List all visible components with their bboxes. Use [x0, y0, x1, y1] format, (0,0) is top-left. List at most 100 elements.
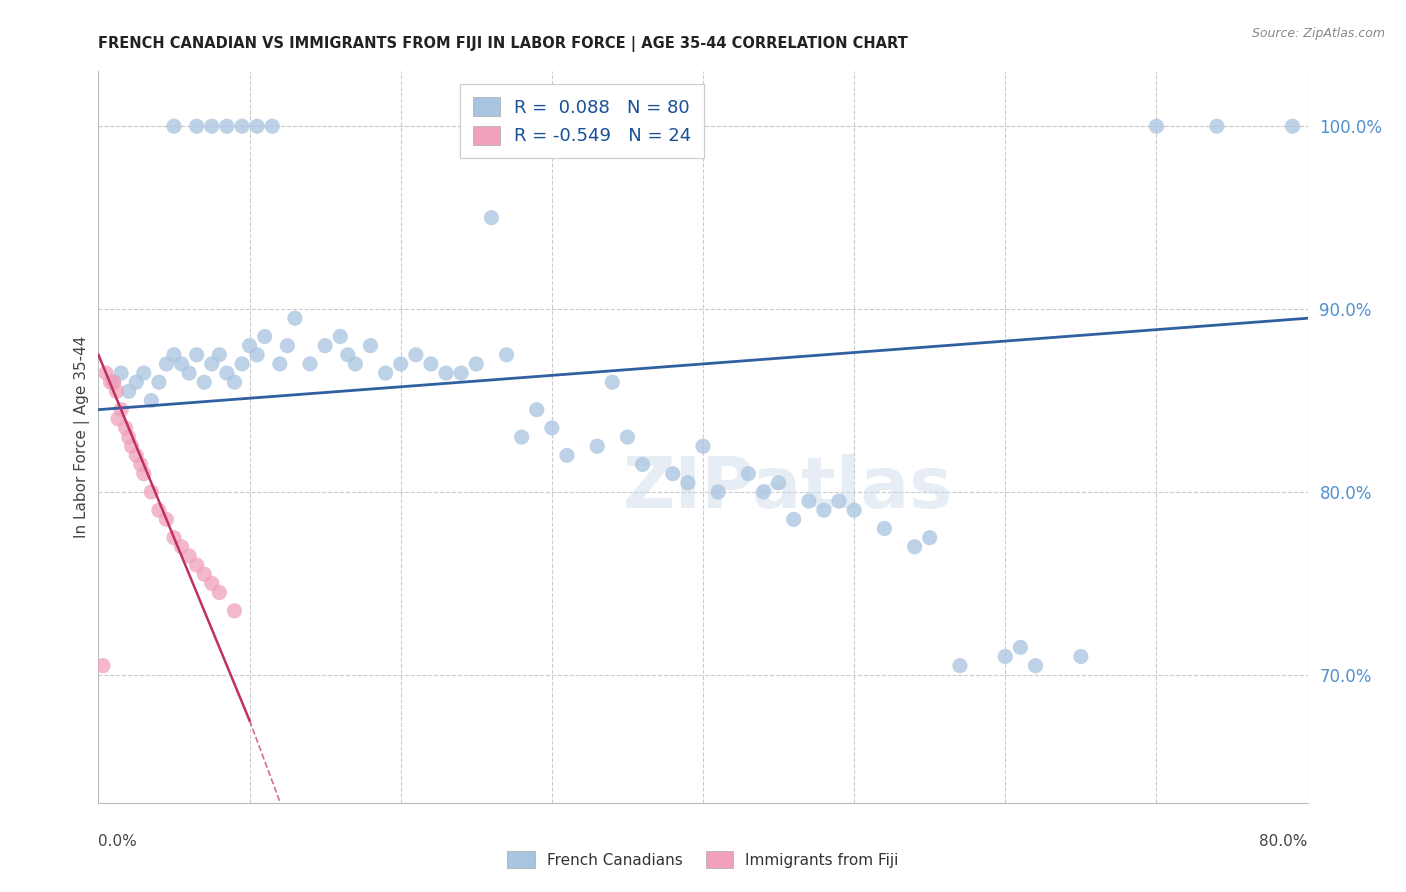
Point [481, 211, 503, 225]
Point [239, 339, 262, 353]
Point [110, 366, 132, 380]
Point [336, 348, 359, 362]
Point [208, 585, 231, 599]
Text: FRENCH CANADIAN VS IMMIGRANTS FROM FIJI IN LABOR FORCE | AGE 35-44 CORRELATION C: FRENCH CANADIAN VS IMMIGRANTS FROM FIJI … [98, 36, 908, 52]
Point [118, 430, 141, 444]
Point [434, 366, 457, 380]
Point [193, 567, 215, 582]
Point [163, 531, 186, 545]
Point [224, 604, 246, 618]
Point [141, 485, 163, 500]
Text: ZIPatlas: ZIPatlas [623, 454, 953, 523]
Point [768, 475, 790, 490]
Point [155, 357, 177, 371]
Point [125, 376, 148, 390]
Point [208, 348, 231, 362]
Point [253, 329, 276, 343]
Point [1010, 640, 1032, 655]
Point [465, 357, 488, 371]
Point [224, 376, 246, 390]
Point [246, 120, 269, 134]
Point [510, 430, 533, 444]
Point [132, 366, 155, 380]
Point [314, 339, 336, 353]
Point [132, 467, 155, 481]
Point [873, 522, 896, 536]
Point [555, 449, 578, 463]
Point [586, 439, 609, 453]
Point [163, 120, 186, 134]
Point [269, 357, 291, 371]
Point [631, 458, 654, 472]
Point [949, 658, 972, 673]
Point [284, 311, 307, 326]
Point [246, 348, 269, 362]
Point [1206, 120, 1229, 134]
Point [813, 503, 835, 517]
Point [752, 485, 775, 500]
Point [1024, 658, 1046, 673]
Point [103, 376, 125, 390]
Point [215, 366, 238, 380]
Point [994, 649, 1017, 664]
Point [179, 549, 201, 563]
Point [374, 366, 396, 380]
Point [231, 120, 253, 134]
Point [94, 366, 117, 380]
Point [170, 540, 193, 554]
Point [329, 329, 352, 343]
Point [692, 439, 714, 453]
Point [737, 467, 759, 481]
Point [389, 357, 412, 371]
Text: 0.0%: 0.0% [98, 834, 138, 849]
Point [707, 485, 730, 500]
Point [125, 449, 148, 463]
Point [662, 467, 685, 481]
Point [828, 494, 851, 508]
Point [141, 393, 163, 408]
Point [420, 357, 443, 371]
Point [201, 120, 224, 134]
Point [231, 357, 253, 371]
Point [91, 658, 114, 673]
Point [186, 348, 208, 362]
Text: 80.0%: 80.0% [1260, 834, 1308, 849]
Point [450, 366, 472, 380]
Point [163, 348, 186, 362]
Point [118, 384, 141, 399]
Point [100, 376, 122, 390]
Point [170, 357, 193, 371]
Point [201, 576, 224, 591]
Point [148, 376, 170, 390]
Point [186, 558, 208, 573]
Legend: French Canadians, Immigrants from Fiji: French Canadians, Immigrants from Fiji [499, 844, 907, 875]
Point [107, 412, 129, 426]
Point [602, 376, 624, 390]
Point [105, 384, 128, 399]
Point [110, 402, 132, 417]
Point [201, 357, 224, 371]
Point [155, 512, 177, 526]
Point [114, 421, 136, 435]
Point [495, 348, 517, 362]
Point [344, 357, 367, 371]
Point [186, 120, 208, 134]
Point [179, 366, 201, 380]
Point [904, 540, 927, 554]
Point [148, 503, 170, 517]
Point [129, 458, 152, 472]
Point [360, 339, 382, 353]
Text: Source: ZipAtlas.com: Source: ZipAtlas.com [1251, 27, 1385, 40]
Point [616, 430, 638, 444]
Point [918, 531, 941, 545]
Point [215, 120, 238, 134]
Point [1146, 120, 1168, 134]
Point [405, 348, 427, 362]
Point [797, 494, 820, 508]
Point [262, 120, 284, 134]
Legend: R =  0.088   N = 80, R = -0.549   N = 24: R = 0.088 N = 80, R = -0.549 N = 24 [460, 84, 704, 158]
Point [676, 475, 699, 490]
Point [541, 421, 564, 435]
Point [526, 402, 548, 417]
Y-axis label: In Labor Force | Age 35-44: In Labor Force | Age 35-44 [75, 336, 90, 538]
